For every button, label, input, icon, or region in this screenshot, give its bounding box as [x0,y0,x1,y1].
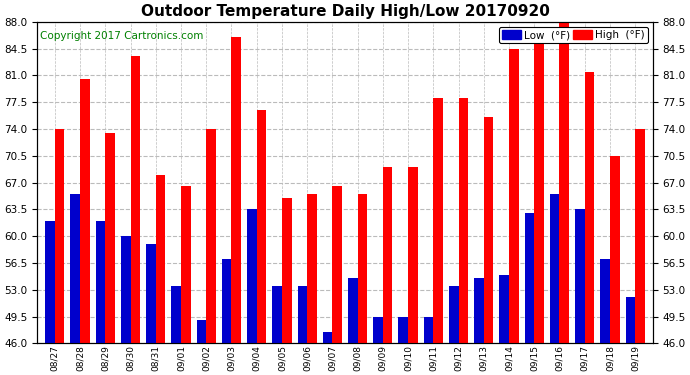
Bar [121,236,130,344]
Bar [96,221,106,344]
Bar [307,194,317,344]
Bar [146,244,156,344]
Bar [70,194,80,344]
Bar [231,37,241,344]
Bar [130,56,140,344]
Bar [247,209,257,344]
Bar [46,221,55,344]
Bar [626,297,635,344]
Bar [80,79,90,344]
Bar [560,18,569,344]
Bar [333,186,342,344]
Bar [106,133,115,344]
Bar [297,286,307,344]
Bar [500,274,509,344]
Bar [257,110,266,344]
Legend: Low  (°F), High  (°F): Low (°F), High (°F) [499,27,648,44]
Bar [373,316,383,344]
Bar [600,259,610,344]
Bar [433,98,443,344]
Bar [222,259,231,344]
Bar [584,72,594,344]
Text: Copyright 2017 Cartronics.com: Copyright 2017 Cartronics.com [40,32,204,41]
Bar [273,286,282,344]
Bar [55,129,64,344]
Bar [424,316,433,344]
Bar [534,33,544,344]
Bar [156,175,166,344]
Bar [635,129,644,344]
Bar [348,278,357,344]
Bar [575,209,584,344]
Bar [323,332,333,344]
Bar [484,117,493,344]
Bar [181,186,190,344]
Bar [383,167,393,344]
Bar [610,156,620,344]
Bar [524,213,534,344]
Bar [449,286,459,344]
Bar [197,321,206,344]
Bar [206,129,216,344]
Bar [282,198,291,344]
Bar [408,167,417,344]
Bar [399,316,408,344]
Title: Outdoor Temperature Daily High/Low 20170920: Outdoor Temperature Daily High/Low 20170… [141,4,549,19]
Bar [550,194,560,344]
Bar [509,48,519,344]
Bar [171,286,181,344]
Bar [357,194,367,344]
Bar [474,278,484,344]
Bar [459,98,468,344]
